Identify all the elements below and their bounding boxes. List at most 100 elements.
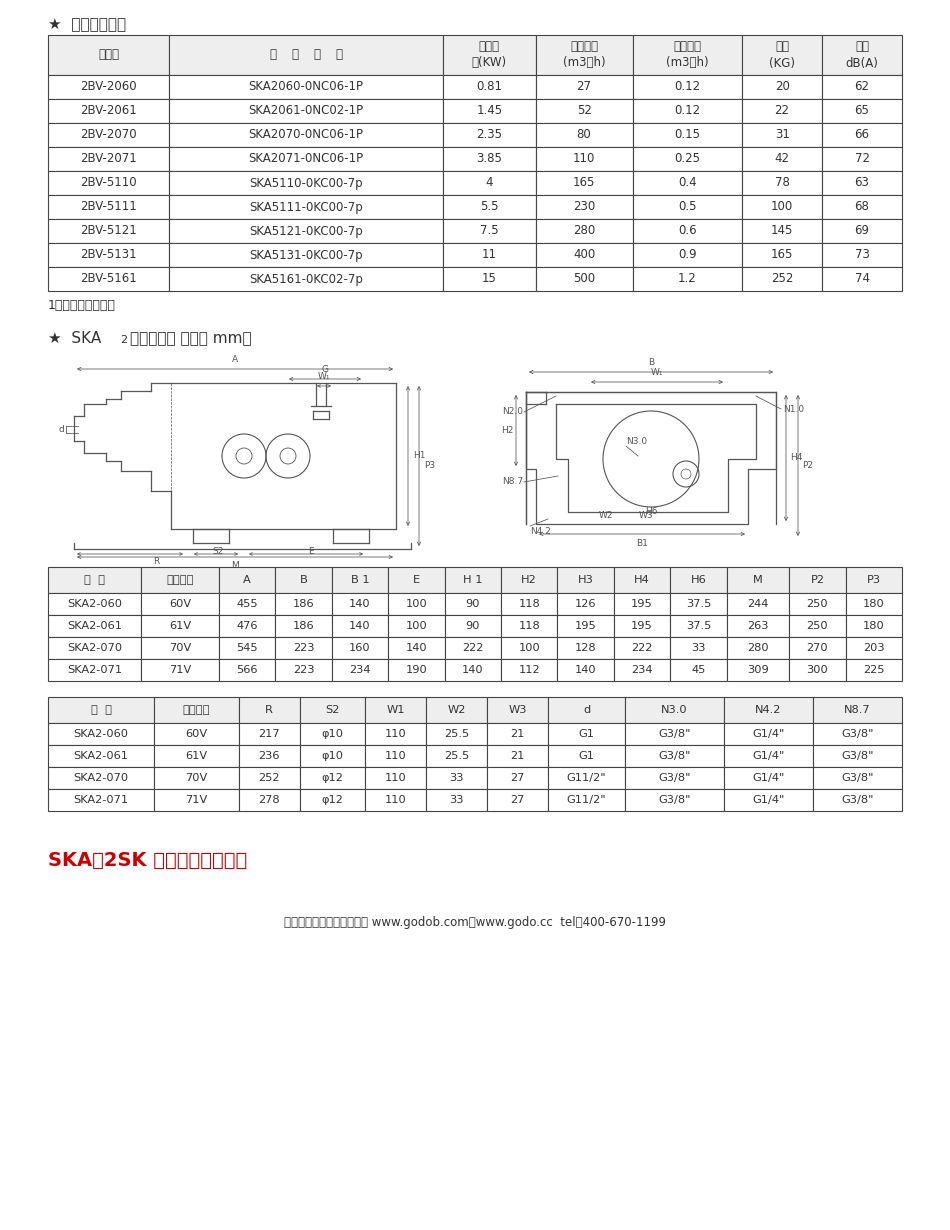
Bar xyxy=(536,75,633,98)
Text: 11: 11 xyxy=(482,248,497,262)
Bar xyxy=(218,593,276,615)
Bar xyxy=(822,196,902,219)
Bar xyxy=(633,267,742,292)
Text: 2BV-5161: 2BV-5161 xyxy=(80,273,137,285)
Bar xyxy=(487,788,548,811)
Text: E: E xyxy=(413,574,420,585)
Bar xyxy=(813,697,902,723)
Bar xyxy=(724,723,813,745)
Bar xyxy=(238,745,299,768)
Text: 74: 74 xyxy=(855,273,869,285)
Bar xyxy=(671,615,727,637)
Text: 1.45: 1.45 xyxy=(476,105,503,118)
Bar xyxy=(445,567,501,593)
Bar xyxy=(548,697,625,723)
Text: 重量
(KG): 重量 (KG) xyxy=(770,41,795,70)
Text: H 1: H 1 xyxy=(463,574,483,585)
Text: 71V: 71V xyxy=(169,665,191,675)
Bar xyxy=(365,788,427,811)
Text: P3: P3 xyxy=(424,461,435,471)
Text: 223: 223 xyxy=(293,643,314,653)
Text: 27: 27 xyxy=(510,772,525,784)
Bar xyxy=(558,615,614,637)
Bar xyxy=(558,567,614,593)
Bar xyxy=(365,745,427,768)
Text: 0.12: 0.12 xyxy=(674,105,700,118)
Text: 2BV-5111: 2BV-5111 xyxy=(80,200,137,214)
Bar xyxy=(501,659,558,681)
Text: 0.12: 0.12 xyxy=(674,80,700,93)
Text: M: M xyxy=(231,561,238,569)
Text: 老型号: 老型号 xyxy=(98,48,119,62)
Bar xyxy=(443,98,536,123)
Text: N8.7: N8.7 xyxy=(845,705,871,715)
Bar xyxy=(48,244,169,267)
Text: ★  主要技术规格: ★ 主要技术规格 xyxy=(48,17,126,32)
Text: SKA5121-0KC00-7p: SKA5121-0KC00-7p xyxy=(249,225,363,237)
Bar xyxy=(727,637,789,659)
Text: 27: 27 xyxy=(510,795,525,804)
Text: SKA5131-0KC00-7p: SKA5131-0KC00-7p xyxy=(249,248,363,262)
Bar xyxy=(48,219,169,244)
Bar xyxy=(48,98,169,123)
Bar xyxy=(742,219,822,244)
Text: H6: H6 xyxy=(691,574,707,585)
Text: 33: 33 xyxy=(449,772,464,784)
Text: 25.5: 25.5 xyxy=(444,729,469,739)
Bar xyxy=(169,148,443,171)
Bar xyxy=(169,244,443,267)
Text: φ10: φ10 xyxy=(321,729,343,739)
Text: SKA5111-0KC00-7p: SKA5111-0KC00-7p xyxy=(249,200,363,214)
Bar xyxy=(742,148,822,171)
Bar xyxy=(299,723,365,745)
Text: 52: 52 xyxy=(577,105,592,118)
Bar xyxy=(443,196,536,219)
Bar xyxy=(299,768,365,788)
Bar xyxy=(299,697,365,723)
Text: N3.0: N3.0 xyxy=(661,705,688,715)
Text: 65: 65 xyxy=(855,105,869,118)
Text: 5.5: 5.5 xyxy=(480,200,499,214)
Bar xyxy=(48,75,169,98)
Text: 250: 250 xyxy=(807,599,828,609)
Bar xyxy=(536,171,633,196)
Bar xyxy=(154,697,238,723)
Bar xyxy=(727,659,789,681)
Bar xyxy=(789,637,846,659)
Bar xyxy=(558,637,614,659)
Text: SKA2071-0NC06-1P: SKA2071-0NC06-1P xyxy=(249,153,364,166)
Bar xyxy=(536,219,633,244)
Bar xyxy=(169,75,443,98)
Text: 61V: 61V xyxy=(185,752,207,761)
Text: H2: H2 xyxy=(501,426,513,435)
Text: 234: 234 xyxy=(632,665,653,675)
Bar xyxy=(169,267,443,292)
Bar xyxy=(822,171,902,196)
Text: 0.15: 0.15 xyxy=(674,128,700,141)
Text: 165: 165 xyxy=(771,248,793,262)
Bar xyxy=(218,615,276,637)
Text: H2: H2 xyxy=(522,574,537,585)
Text: 61V: 61V xyxy=(169,621,191,631)
Text: G3/8": G3/8" xyxy=(841,772,874,784)
Bar xyxy=(427,788,487,811)
Bar xyxy=(625,788,724,811)
Text: 140: 140 xyxy=(575,665,597,675)
Bar xyxy=(169,34,443,75)
Text: 217: 217 xyxy=(258,729,280,739)
Text: 2BV-2070: 2BV-2070 xyxy=(81,128,137,141)
Text: 278: 278 xyxy=(258,795,280,804)
Text: 2BV-5121: 2BV-5121 xyxy=(80,225,137,237)
Bar xyxy=(169,171,443,196)
Text: G1: G1 xyxy=(579,752,595,761)
Text: 140: 140 xyxy=(350,599,370,609)
Text: 110: 110 xyxy=(385,795,407,804)
Text: 78: 78 xyxy=(774,176,789,189)
Text: 118: 118 xyxy=(519,599,541,609)
Text: 252: 252 xyxy=(771,273,793,285)
Bar xyxy=(487,697,548,723)
Bar xyxy=(724,697,813,723)
Bar xyxy=(727,593,789,615)
Bar xyxy=(614,567,671,593)
Bar xyxy=(276,615,332,637)
